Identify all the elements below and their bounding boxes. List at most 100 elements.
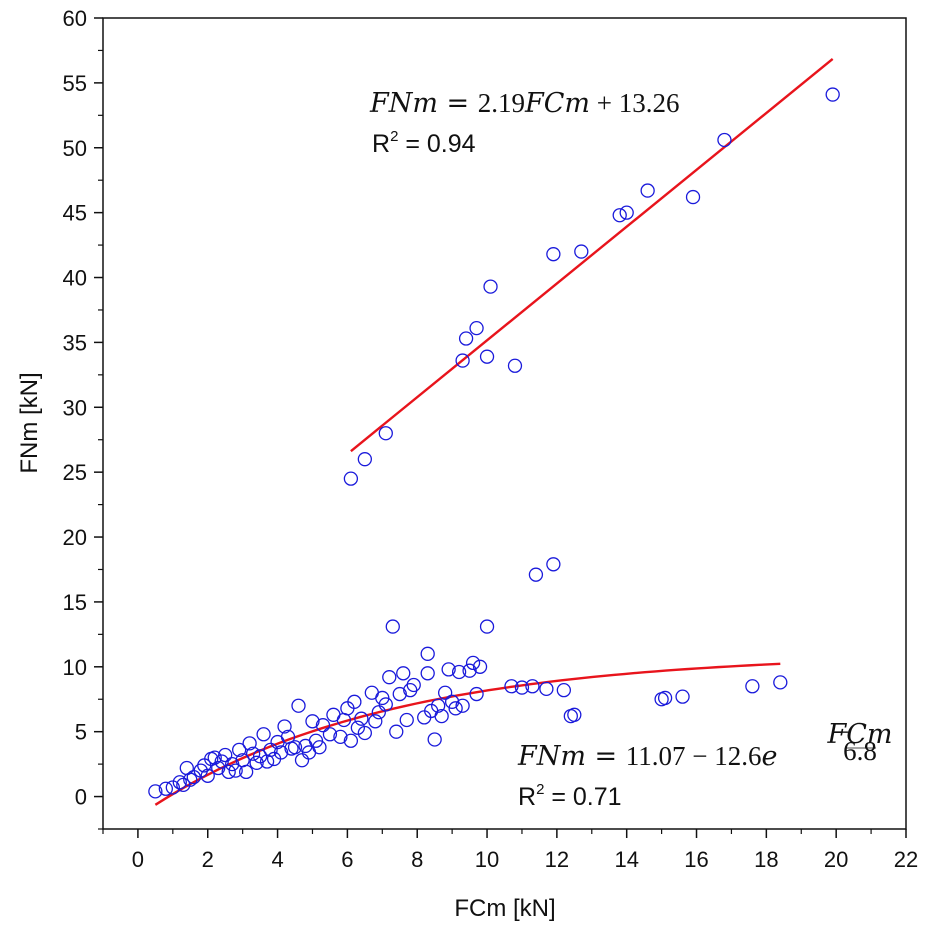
x-tick-label: 8	[411, 847, 423, 872]
exp-exponent-sign: −	[834, 717, 849, 747]
lower-data-point	[200, 768, 215, 783]
y-tick-label: 25	[63, 460, 87, 485]
lower-data-point	[183, 772, 198, 787]
exp-r2: R2 = 0.71	[518, 781, 622, 811]
upper-data-point	[717, 132, 732, 148]
lower-data-point	[420, 666, 435, 681]
lower-data-point	[406, 677, 421, 693]
lower-data-point	[218, 747, 233, 763]
lower-data-point	[427, 732, 442, 747]
lower-data-point	[347, 694, 362, 709]
x-tick-label: 10	[475, 847, 499, 872]
y-tick-label: 40	[63, 266, 87, 291]
lower-data-point	[567, 707, 582, 722]
exp-equation: FNm = 11.07 − 12.6e	[517, 741, 777, 772]
lower-data-point	[472, 659, 488, 674]
lower-data-point	[479, 619, 495, 634]
lower-data-point	[437, 685, 453, 700]
lower-data-point	[225, 756, 240, 772]
linear-r2-sup: 2	[390, 128, 398, 145]
lower-data-point	[556, 683, 572, 698]
exp-eq-lhs: FNm =	[517, 741, 626, 772]
exp-r2-sup: 2	[536, 781, 544, 798]
axis-ticks	[94, 17, 907, 838]
lower-data-point	[434, 708, 449, 724]
x-axis-title: FCm [kN]	[454, 895, 555, 922]
upper-data-point	[685, 189, 701, 205]
lower-data-point	[158, 781, 173, 796]
linear-fit-line	[350, 58, 834, 453]
lower-data-point	[287, 740, 303, 755]
exp-r2-label: R	[518, 783, 536, 811]
x-tick-label: 6	[341, 847, 353, 872]
lower-data-point	[444, 694, 460, 709]
lower-data-point	[256, 727, 271, 742]
lower-data-point	[514, 680, 530, 695]
data-points	[148, 87, 840, 799]
upper-data-point	[455, 353, 470, 368]
lower-data-point	[305, 714, 320, 729]
upper-data-point	[458, 331, 474, 346]
linear-fit-annotation: FNm = 2.19FCm + 13.26 R2 = 0.94	[369, 88, 679, 158]
upper-data-point	[546, 247, 561, 262]
lower-data-point	[528, 567, 544, 582]
lower-data-point	[294, 753, 310, 768]
lower-data-point	[469, 686, 484, 702]
upper-data-point	[378, 426, 393, 441]
lower-data-point	[675, 689, 690, 704]
lower-data-point	[539, 681, 554, 697]
lower-data-point	[333, 729, 348, 745]
lower-data-point	[228, 763, 243, 778]
y-tick-label: 50	[63, 136, 87, 161]
exponential-fit-annotation: FNm = 11.07 − 12.6e − FCm 6.8 R2 = 0.71	[517, 717, 893, 811]
y-tick-label: 35	[63, 330, 87, 355]
lower-data-point	[148, 784, 163, 799]
y-tick-label: 55	[63, 71, 87, 96]
lower-data-point	[242, 736, 257, 751]
lower-data-point	[277, 719, 292, 734]
linear-eq-slope: 2.19	[478, 88, 525, 118]
lower-data-point	[368, 714, 383, 729]
exp-exponent-denominator: 6.8	[843, 736, 877, 766]
lower-data-point	[211, 760, 226, 776]
x-tick-label: 2	[202, 847, 214, 872]
y-tick-label: 30	[63, 395, 87, 420]
lower-data-point	[312, 740, 327, 755]
y-tick-label: 60	[63, 6, 87, 31]
exponential-fit-curve	[154, 662, 781, 806]
fit-lines	[154, 58, 834, 806]
lower-data-point	[172, 775, 187, 790]
exp-r2-value: = 0.71	[544, 783, 621, 811]
lower-data-point	[273, 745, 289, 760]
upper-data-point	[483, 279, 498, 294]
lower-data-point	[238, 764, 254, 780]
exp-eq-e: e	[761, 741, 777, 772]
lower-data-point	[214, 754, 229, 769]
x-tick-label: 4	[271, 847, 283, 872]
y-tick-label: 20	[63, 525, 87, 550]
upper-data-point	[357, 452, 372, 467]
exp-eq-rhs: 11.07 − 12.6	[626, 741, 762, 771]
plot-frame	[102, 17, 907, 830]
linear-eq-intercept: + 13.26	[590, 88, 679, 118]
linear-r2-label: R	[372, 130, 390, 158]
x-tick-label: 22	[894, 847, 918, 872]
lower-data-point	[385, 619, 400, 634]
x-tick-label: 0	[132, 847, 144, 872]
y-tick-label: 45	[63, 201, 87, 226]
lower-data-point	[441, 662, 456, 677]
lower-data-point	[504, 679, 519, 694]
upper-data-point	[507, 358, 523, 373]
lower-data-point	[291, 698, 306, 713]
lower-data-point	[375, 690, 390, 706]
axis-tick-labels: 0 2 4 6 8 10 12 14 16 18 20 22051015202530354045505…	[63, 6, 919, 872]
upper-data-point	[612, 208, 627, 223]
x-tick-label: 14	[614, 847, 638, 872]
linear-r2-value: = 0.94	[398, 130, 475, 158]
upper-data-point	[619, 205, 634, 220]
lower-data-point	[399, 712, 414, 728]
exp-exponent-numerator: FCm	[827, 719, 893, 750]
lower-data-point	[773, 675, 788, 690]
